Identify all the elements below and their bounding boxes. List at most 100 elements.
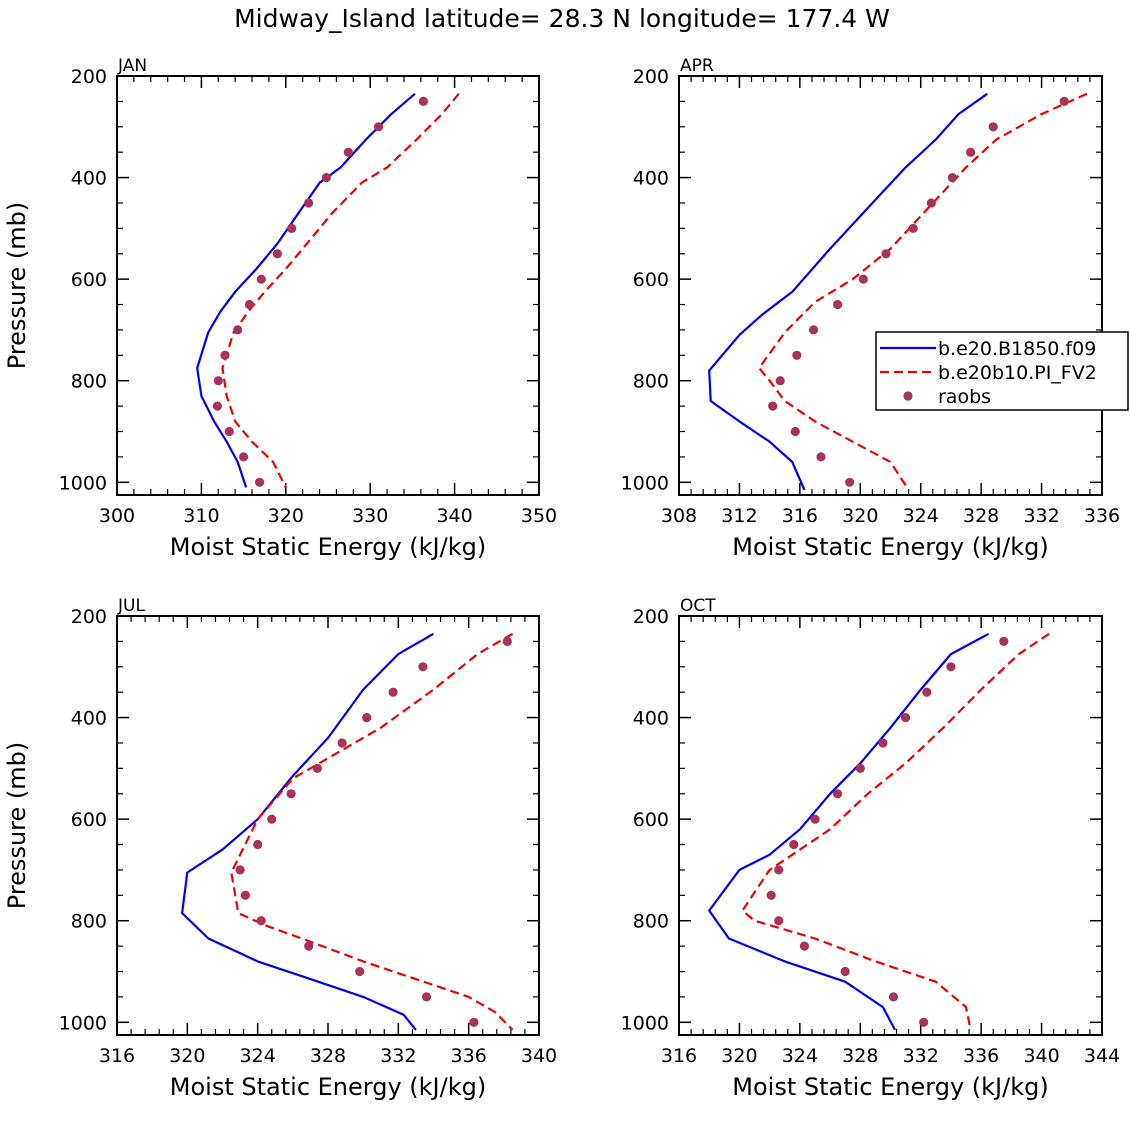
x-axis-label: Moist Static Energy (kJ/kg) — [732, 1073, 1048, 1101]
y-tick-label: 200 — [71, 606, 107, 628]
y-axis-label: Pressure (mb) — [3, 742, 31, 909]
y-tick-label: 800 — [633, 371, 669, 393]
y-tick-label: 600 — [71, 269, 107, 291]
x-tick-label: 324 — [903, 505, 939, 527]
raobs-point — [881, 249, 891, 259]
y-tick-label: 400 — [71, 168, 107, 190]
raobs-point — [999, 636, 1009, 647]
y-tick-label: 1000 — [59, 1012, 107, 1034]
x-tick-label: 300 — [99, 505, 135, 527]
raobs-point — [926, 198, 936, 208]
raobs-point — [343, 147, 353, 157]
x-tick-label: 324 — [240, 1045, 276, 1067]
raobs-point — [240, 890, 250, 900]
raobs-point — [362, 713, 372, 723]
x-axis-label: Moist Static Energy (kJ/kg) — [170, 1073, 486, 1101]
raobs-point — [855, 763, 865, 774]
y-tick-label: 200 — [633, 66, 669, 88]
y-tick-label: 400 — [633, 168, 669, 190]
plot-frame — [116, 615, 540, 1036]
raobs-point — [267, 814, 277, 824]
panel-title: OCT — [680, 596, 716, 616]
raobs-point — [337, 738, 347, 748]
raobs-point — [212, 401, 222, 411]
model1-line — [708, 92, 988, 491]
model2-line — [221, 93, 460, 488]
series-group — [708, 92, 1088, 491]
y-tick-label: 600 — [71, 809, 107, 831]
raobs-point — [418, 96, 428, 106]
raobs-point — [355, 966, 365, 977]
x-tick-label: 332 — [380, 1045, 416, 1067]
raobs-point — [312, 763, 322, 774]
raobs-point — [988, 122, 998, 132]
raobs-point — [287, 223, 297, 233]
legend-box — [875, 331, 1129, 411]
y-tick-label: 600 — [633, 809, 669, 831]
raobs-point — [774, 865, 784, 875]
x-tick-label: 336 — [1084, 505, 1120, 527]
raobs-point — [213, 376, 223, 386]
model2-line — [230, 632, 514, 1031]
model2-line — [758, 92, 1088, 491]
x-tick-label: 320 — [842, 505, 878, 527]
raobs-point — [388, 687, 398, 697]
x-axis-label: Moist Static Energy (kJ/kg) — [170, 533, 486, 561]
raobs-point — [792, 350, 802, 360]
raobs-point — [810, 814, 820, 824]
raobs-point — [922, 687, 932, 697]
raobs-point — [768, 401, 778, 411]
model1-line — [196, 92, 416, 488]
panel-title: JUL — [117, 596, 145, 616]
y-tick-label: 600 — [633, 269, 669, 291]
raobs-point — [840, 966, 850, 977]
raobs-point — [253, 839, 263, 850]
y-tick-label: 1000 — [59, 472, 107, 494]
legend-label: b.e20b10.PI_FV2 — [938, 362, 1097, 384]
x-axis-label: Moist Static Energy (kJ/kg) — [732, 533, 1048, 561]
series-group — [181, 632, 514, 1031]
x-tick-label: 316 — [99, 1045, 135, 1067]
panel-apr: APR 308 312 316 320 324 328 332 336 200 400 600 800 1… — [621, 56, 1120, 561]
y-tick-label: 800 — [71, 371, 107, 393]
x-tick-label: 328 — [842, 1045, 878, 1067]
raobs-point — [224, 426, 234, 437]
raobs-point — [256, 916, 266, 926]
raobs-point — [774, 916, 784, 926]
x-tick-label: 324 — [782, 1045, 818, 1067]
raobs-point — [256, 274, 266, 284]
raobs-point — [808, 325, 819, 335]
raobs-point — [775, 376, 785, 386]
panel-jan: JAN 300 310 320 330 340 350 200 400 600 800 1000 Moi… — [3, 56, 557, 561]
x-tick-label: 328 — [963, 505, 999, 527]
panel-oct: OCT 316 320 324 328 332 336 340 344 200 400 600 800 1… — [621, 596, 1120, 1101]
raobs-point — [947, 173, 958, 183]
model1-line — [708, 632, 990, 1031]
x-tick-label: 330 — [352, 505, 388, 527]
y-axis-label: Pressure (mb) — [3, 202, 31, 369]
x-tick-label: 320 — [268, 505, 304, 527]
plot-frame — [678, 615, 1103, 1036]
panel-title: JAN — [117, 56, 147, 76]
legend-swatch-marker — [903, 391, 913, 401]
panel-jul: JUL 316 320 324 328 332 336 340 200 400 600 800 1000… — [3, 596, 557, 1101]
x-tick-label: 344 — [1084, 1045, 1120, 1067]
legend-label: b.e20.B1850.f09 — [938, 338, 1096, 360]
series-group — [708, 632, 1050, 1031]
y-tick-label: 800 — [633, 911, 669, 933]
figure-title: Midway_Island latitude= 28.3 N longitude… — [234, 4, 890, 33]
plot-frame — [678, 75, 1103, 496]
y-tick-label: 800 — [71, 911, 107, 933]
raobs-point — [235, 865, 245, 875]
panels: JAN 300 310 320 330 340 350 200 400 600 800 1000 Moi… — [3, 56, 1120, 1101]
panel-title: APR — [680, 56, 714, 76]
raobs-point — [858, 274, 868, 284]
raobs-point — [790, 426, 800, 437]
x-tick-label: 316 — [661, 1045, 697, 1067]
y-tick-label: 400 — [71, 708, 107, 730]
raobs-point — [766, 890, 776, 900]
x-tick-label: 320 — [721, 1045, 757, 1067]
raobs-point — [919, 1017, 929, 1027]
raobs-point — [833, 299, 843, 310]
y-tick-label: 1000 — [621, 472, 669, 494]
